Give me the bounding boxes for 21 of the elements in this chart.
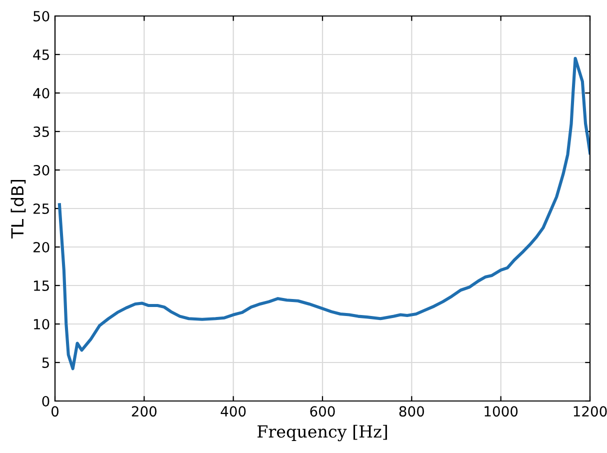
y-tick-label: 15: [34, 280, 49, 291]
y-tick-label: 30: [34, 164, 50, 176]
x-axis-title: Frequency [Hz]: [258, 424, 387, 442]
x-tick-label: 200: [132, 406, 156, 417]
y-tick-label: 50: [34, 10, 50, 22]
line-series: [58, 56, 590, 370]
y-tick-label: 20: [33, 242, 50, 252]
y-axis-title: TL [dB]: [10, 180, 26, 238]
x-tick-label: 600: [310, 406, 335, 417]
y-tick-label: 5: [42, 358, 49, 368]
x-tick-label: 1000: [484, 406, 518, 417]
x-tick-label: 800: [399, 406, 424, 417]
y-tick-label: 45: [33, 50, 49, 60]
y-tick-label: 35: [34, 126, 49, 137]
x-tick-label: 0: [51, 406, 58, 417]
y-tick-label: 10: [34, 318, 50, 330]
x-tick-label: 1200: [574, 406, 607, 417]
x-tick-label: 400: [220, 406, 246, 417]
y-tick-label: 25: [33, 203, 49, 214]
y-tick-label: 40: [33, 88, 50, 98]
y-tick-label: 0: [42, 396, 50, 406]
